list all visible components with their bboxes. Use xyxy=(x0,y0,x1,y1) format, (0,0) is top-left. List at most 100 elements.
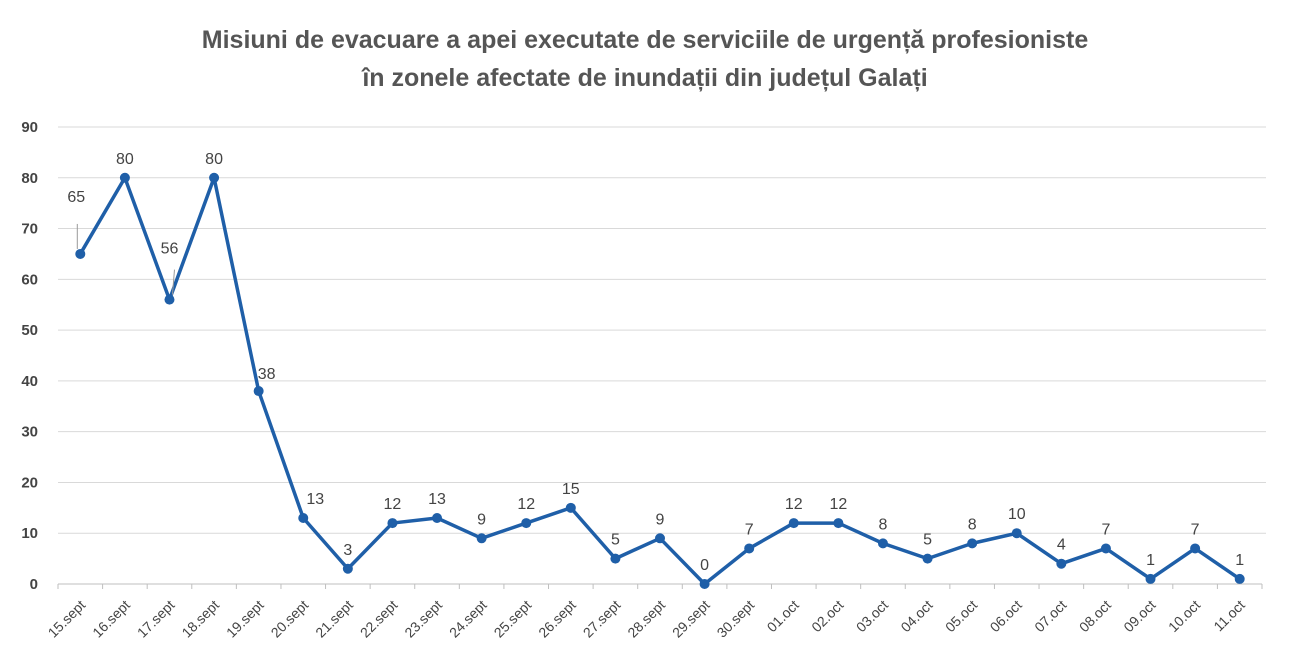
data-label: 12 xyxy=(829,496,847,513)
data-point xyxy=(610,553,621,564)
data-label: 8 xyxy=(879,516,888,533)
x-tick-label: 20.sept xyxy=(268,597,312,641)
data-label: 5 xyxy=(611,532,620,549)
data-label: 1 xyxy=(1146,552,1155,569)
x-tick-label: 28.sept xyxy=(624,597,668,641)
data-point xyxy=(476,533,487,544)
leader-line xyxy=(171,269,175,295)
data-point xyxy=(744,543,755,554)
data-label: 80 xyxy=(205,151,223,168)
data-point xyxy=(699,579,710,589)
data-label: 12 xyxy=(517,496,535,513)
x-tick-label: 01.oct xyxy=(764,597,802,635)
y-tick-label: 60 xyxy=(21,271,38,288)
x-tick-label: 29.sept xyxy=(669,597,713,641)
data-point xyxy=(119,172,130,183)
data-label: 7 xyxy=(1191,521,1200,538)
data-point xyxy=(1100,543,1111,554)
y-tick-label: 70 xyxy=(21,221,38,238)
y-tick-label: 20 xyxy=(21,474,38,491)
y-tick-label: 50 xyxy=(21,322,38,339)
x-tick-label: 19.sept xyxy=(223,597,267,641)
x-tick-label: 09.oct xyxy=(1120,597,1158,635)
data-point xyxy=(1190,543,1201,554)
y-tick-label: 80 xyxy=(21,170,38,187)
data-label: 0 xyxy=(700,557,709,574)
chart-title-line1: Misiuni de evacuare a apei executate de … xyxy=(201,26,1089,54)
series-line xyxy=(75,172,1245,589)
x-tick-label: 07.oct xyxy=(1031,597,1069,635)
data-point xyxy=(75,248,86,259)
data-point xyxy=(432,512,443,523)
data-point xyxy=(387,518,398,529)
x-tick-label: 11.oct xyxy=(1210,597,1248,635)
data-point xyxy=(209,172,220,183)
x-tick-label: 05.oct xyxy=(942,597,980,635)
x-tick-label: 04.oct xyxy=(897,597,935,635)
data-label: 12 xyxy=(785,496,803,513)
data-point xyxy=(1056,558,1067,569)
y-tick-label: 90 xyxy=(21,119,38,136)
data-label: 12 xyxy=(384,496,402,513)
x-axis: 15.sept 16.sept 17.sept 18.sept 19.sept 20.se… xyxy=(45,583,1263,641)
chart-title-line2: în zonele afectate de inundații din jude… xyxy=(362,64,928,92)
x-tick-label: 24.sept xyxy=(446,597,490,641)
x-tick-label: 17.sept xyxy=(134,597,178,641)
x-tick-label: 27.sept xyxy=(580,597,624,641)
data-label: 13 xyxy=(306,491,324,508)
data-point xyxy=(253,386,264,397)
x-tick-label: 25.sept xyxy=(491,597,535,641)
data-point xyxy=(655,533,665,544)
x-tick-label: 21.sept xyxy=(312,597,356,641)
data-point xyxy=(342,563,353,574)
x-tick-label: 22.sept xyxy=(357,597,401,641)
x-tick-label: 08.oct xyxy=(1076,597,1114,635)
x-tick-label: 03.oct xyxy=(853,597,891,635)
data-label: 15 xyxy=(562,481,580,498)
x-tick-label: 18.sept xyxy=(178,597,222,641)
data-labels: 65 80 56 80 38 13 3 12 13 9 12 15 5 9 0 7 12 12 8 5 8 10 4 7 1 7 1 xyxy=(67,151,1244,574)
data-label: 3 xyxy=(343,542,352,559)
data-point xyxy=(922,553,933,564)
x-tick-label: 02.oct xyxy=(808,597,846,635)
data-point xyxy=(788,518,799,529)
data-point xyxy=(1011,528,1022,539)
x-tick-label: 23.sept xyxy=(401,597,445,641)
data-label: 4 xyxy=(1057,537,1066,554)
x-tick-label: 15.sept xyxy=(45,597,89,641)
data-point xyxy=(164,294,175,305)
data-label: 7 xyxy=(745,521,754,538)
data-label: 80 xyxy=(116,151,134,168)
data-label: 9 xyxy=(656,511,665,528)
data-label: 9 xyxy=(477,511,486,528)
data-label: 5 xyxy=(923,532,932,549)
data-label: 1 xyxy=(1235,552,1244,569)
x-tick-label: 16.sept xyxy=(89,597,133,641)
data-label: 38 xyxy=(258,366,276,383)
data-label: 10 xyxy=(1008,506,1026,523)
data-point xyxy=(1145,573,1156,584)
y-tick-label: 10 xyxy=(21,525,38,542)
y-tick-label: 0 xyxy=(30,576,38,593)
y-axis: 0 10 20 30 40 50 60 70 80 90 xyxy=(21,119,38,593)
data-label: 7 xyxy=(1101,521,1110,538)
data-label: 8 xyxy=(968,516,977,533)
data-point xyxy=(565,502,576,513)
data-point xyxy=(877,538,888,549)
data-point xyxy=(521,518,532,529)
data-point xyxy=(833,518,844,529)
data-point xyxy=(1234,573,1245,584)
x-tick-label: 26.sept xyxy=(535,597,579,641)
data-label: 56 xyxy=(161,241,179,258)
y-tick-label: 40 xyxy=(21,373,38,390)
data-point xyxy=(967,538,978,549)
y-tick-label: 30 xyxy=(21,424,38,441)
data-point xyxy=(298,512,309,523)
x-tick-label: 06.oct xyxy=(987,597,1025,635)
x-tick-label: 30.sept xyxy=(714,597,758,641)
x-tick-label: 10.oct xyxy=(1165,597,1203,635)
data-label: 13 xyxy=(428,491,446,508)
gridlines xyxy=(58,126,1266,534)
data-label: 65 xyxy=(67,189,85,206)
